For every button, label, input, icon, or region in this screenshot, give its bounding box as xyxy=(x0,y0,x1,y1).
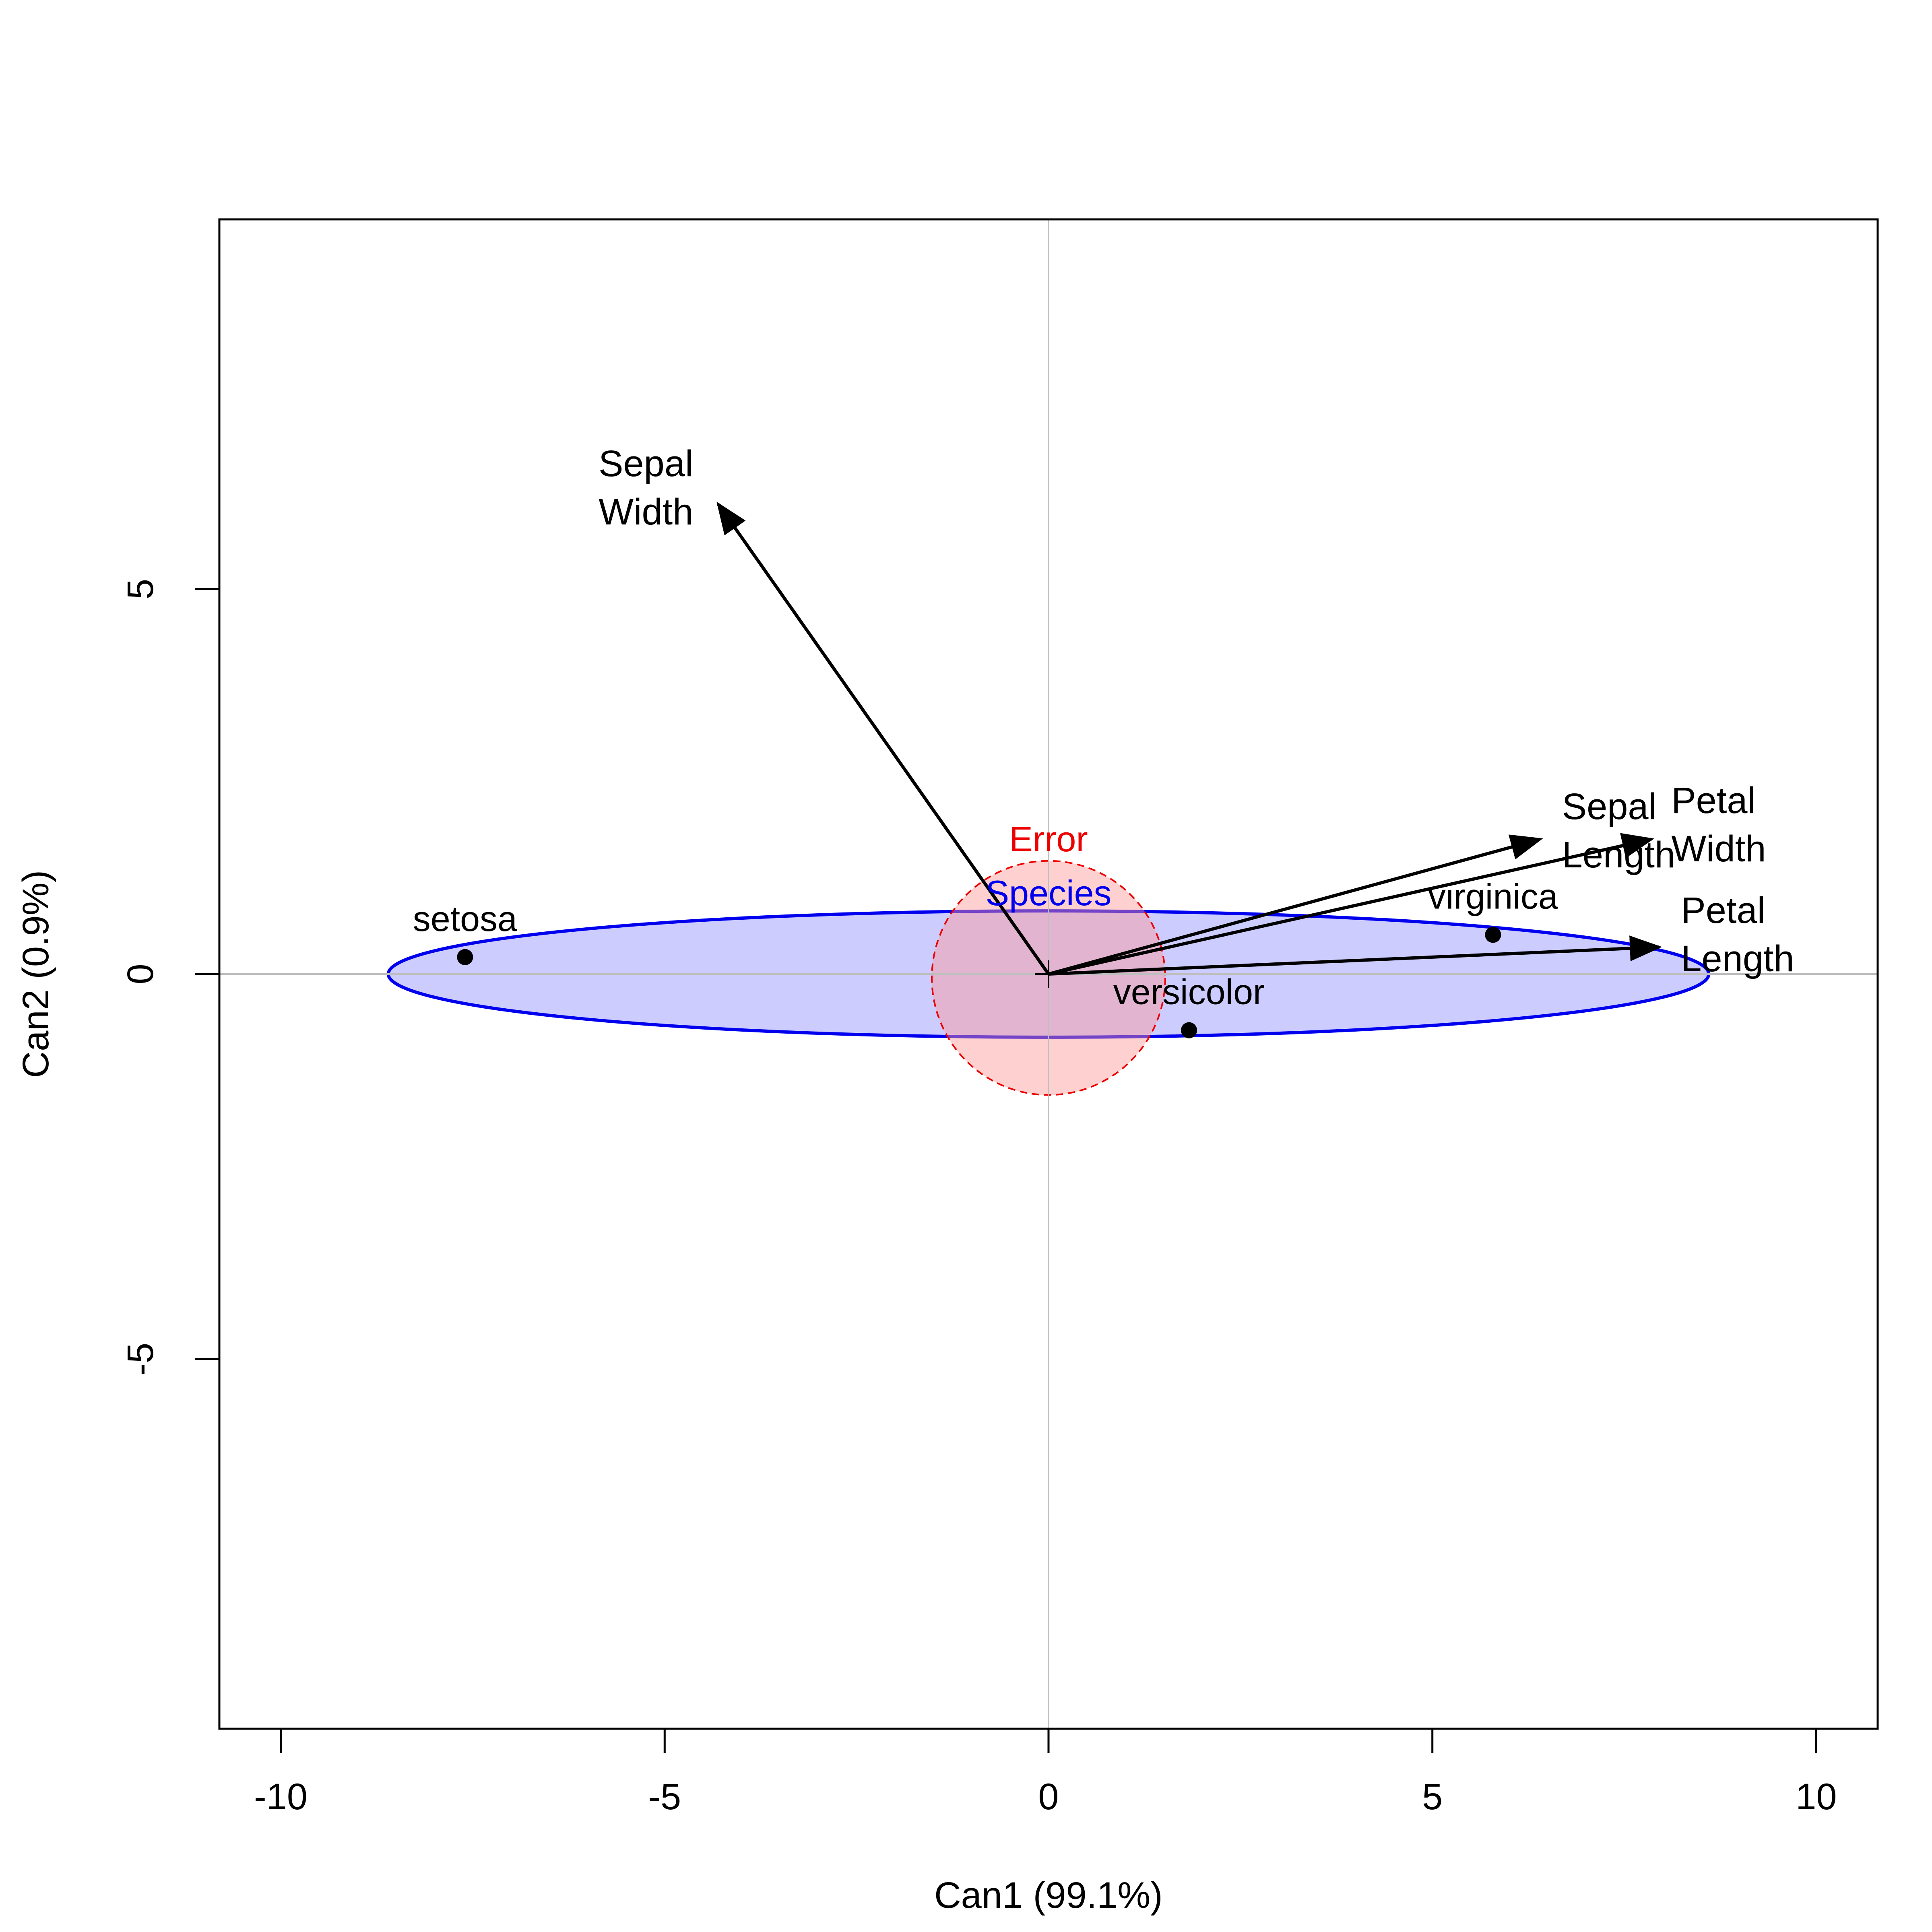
vector-arrow-sepal-length xyxy=(1048,834,1543,976)
point-virginica xyxy=(1485,927,1501,943)
point-setosa xyxy=(457,949,473,965)
vector-arrow-petal-length xyxy=(1048,935,1662,976)
ellipse-label-error: Error xyxy=(1009,819,1088,859)
y-tick-label-2: 5 xyxy=(120,579,161,599)
vector-layer: SepalWidthSepalLengthPetalWidthPetalLeng… xyxy=(599,443,1794,979)
vector-label-petal-length-line-2: Length xyxy=(1681,938,1794,979)
point-label-versicolor: versicolor xyxy=(1113,972,1265,1012)
vector-label-sepal-width-line-1: Sepal xyxy=(599,443,693,484)
y-tick-label-0: -5 xyxy=(120,1343,161,1376)
x-tick-label-0: -10 xyxy=(254,1776,308,1817)
vector-arrow-sepal-width xyxy=(716,502,1050,975)
vector-label-petal-width-line-2: Width xyxy=(1671,828,1766,869)
vector-label-petal-length-line-1: Petal xyxy=(1681,890,1765,931)
vector-arrow-petal-width xyxy=(1048,833,1655,976)
point-label-virginica: virginica xyxy=(1428,876,1558,916)
x-tick-label-4: 10 xyxy=(1796,1776,1837,1817)
y-axis-label: Can2 (0.9%) xyxy=(15,870,56,1078)
y-tick-label-1: 0 xyxy=(120,964,161,984)
x-tick-label-1: -5 xyxy=(648,1776,681,1817)
x-axis-label: Can1 (99.1%) xyxy=(934,1875,1163,1916)
axes: -10 -5 0 5 10 -5 0 5 xyxy=(120,579,1837,1817)
ellipse-label-layer: Species Error xyxy=(985,819,1111,913)
vector-label-petal-width-line-1: Petal xyxy=(1671,780,1756,821)
x-tick-label-3: 5 xyxy=(1422,1776,1443,1817)
point-label-setosa: setosa xyxy=(413,899,517,939)
point-layer: setosa versicolor virginica xyxy=(413,876,1558,1038)
point-versicolor xyxy=(1181,1022,1197,1038)
vector-label-sepal-length-line-1: Sepal xyxy=(1562,786,1657,827)
vector-label-sepal-width-line-2: Width xyxy=(599,491,693,533)
ellipse-label-species: Species xyxy=(985,873,1111,913)
x-tick-label-2: 0 xyxy=(1038,1776,1059,1817)
